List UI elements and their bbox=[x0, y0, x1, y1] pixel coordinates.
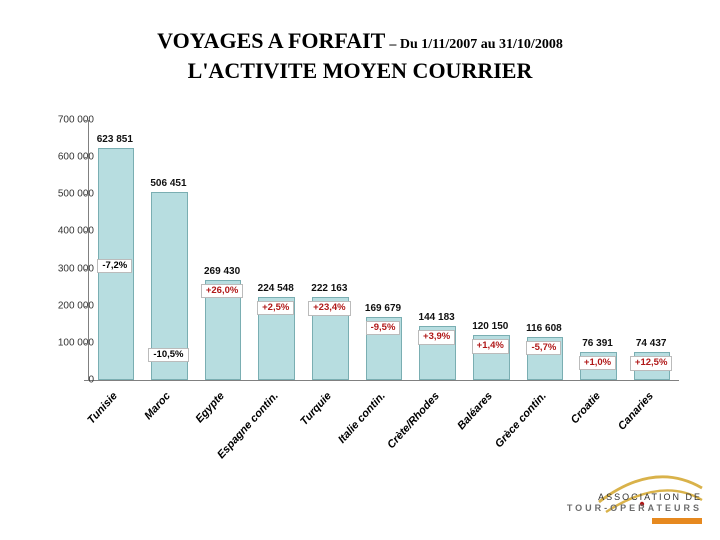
slide: VOYAGES A FORFAIT – Du 1/11/2007 au 31/1… bbox=[0, 0, 720, 540]
title-period: – Du 1/11/2007 au 31/10/2008 bbox=[389, 37, 562, 52]
bar-value-label: 74 437 bbox=[621, 338, 681, 349]
y-tick-mark bbox=[84, 306, 88, 307]
y-tick-mark bbox=[84, 380, 88, 381]
bar-pct-label: +1,4% bbox=[460, 339, 520, 353]
bar-value-label: 222 163 bbox=[299, 283, 359, 294]
logo-line1: ASSOCIATION DE bbox=[567, 492, 702, 503]
bar-pct-label: +23,4% bbox=[299, 301, 359, 315]
title-main: VOYAGES A FORFAIT bbox=[157, 28, 385, 53]
logo: ASSOCIATION DE TOUR-OPERATEURS bbox=[544, 470, 704, 530]
y-tick-mark bbox=[84, 120, 88, 121]
title-line2: L'ACTIVITE MOYEN COURRIER bbox=[0, 58, 720, 84]
logo-accent-bar bbox=[652, 518, 702, 524]
title-block: VOYAGES A FORFAIT – Du 1/11/2007 au 31/1… bbox=[0, 28, 720, 84]
bar-pct-label: +26,0% bbox=[192, 284, 252, 298]
bar-value-label: 169 679 bbox=[353, 303, 413, 314]
bar-pct-label: -10,5% bbox=[138, 348, 198, 362]
y-tick-mark bbox=[84, 343, 88, 344]
x-category-label: Tunisie bbox=[31, 390, 120, 487]
title-line1: VOYAGES A FORFAIT – Du 1/11/2007 au 31/1… bbox=[0, 28, 720, 54]
bar-value-label: 116 608 bbox=[514, 323, 574, 334]
bar-pct-label: +1,0% bbox=[568, 356, 628, 370]
logo-line2: TOUR-OPERATEURS bbox=[567, 503, 702, 514]
bar-value-label: 120 150 bbox=[460, 321, 520, 332]
y-tick-mark bbox=[84, 157, 88, 158]
bar-pct-label: -5,7% bbox=[514, 341, 574, 355]
bar-pct-label: +3,9% bbox=[407, 330, 467, 344]
bar-value-label: 269 430 bbox=[192, 266, 252, 277]
bar-value-label: 144 183 bbox=[407, 312, 467, 323]
bar-value-label: 76 391 bbox=[568, 338, 628, 349]
y-tick-mark bbox=[84, 231, 88, 232]
bar-chart: 0100 000200 000300 000400 000500 000600 … bbox=[30, 110, 690, 450]
bar-value-label: 623 851 bbox=[85, 134, 145, 145]
bar-pct-label: -7,2% bbox=[85, 259, 145, 273]
y-tick-mark bbox=[84, 194, 88, 195]
bar-pct-label: -9,5% bbox=[353, 321, 413, 335]
logo-text: ASSOCIATION DE TOUR-OPERATEURS bbox=[567, 492, 702, 515]
bar-pct-label: +12,5% bbox=[621, 356, 681, 370]
bar-value-label: 224 548 bbox=[246, 283, 306, 294]
bar-value-label: 506 451 bbox=[138, 178, 198, 189]
bar-pct-label: +2,5% bbox=[246, 301, 306, 315]
